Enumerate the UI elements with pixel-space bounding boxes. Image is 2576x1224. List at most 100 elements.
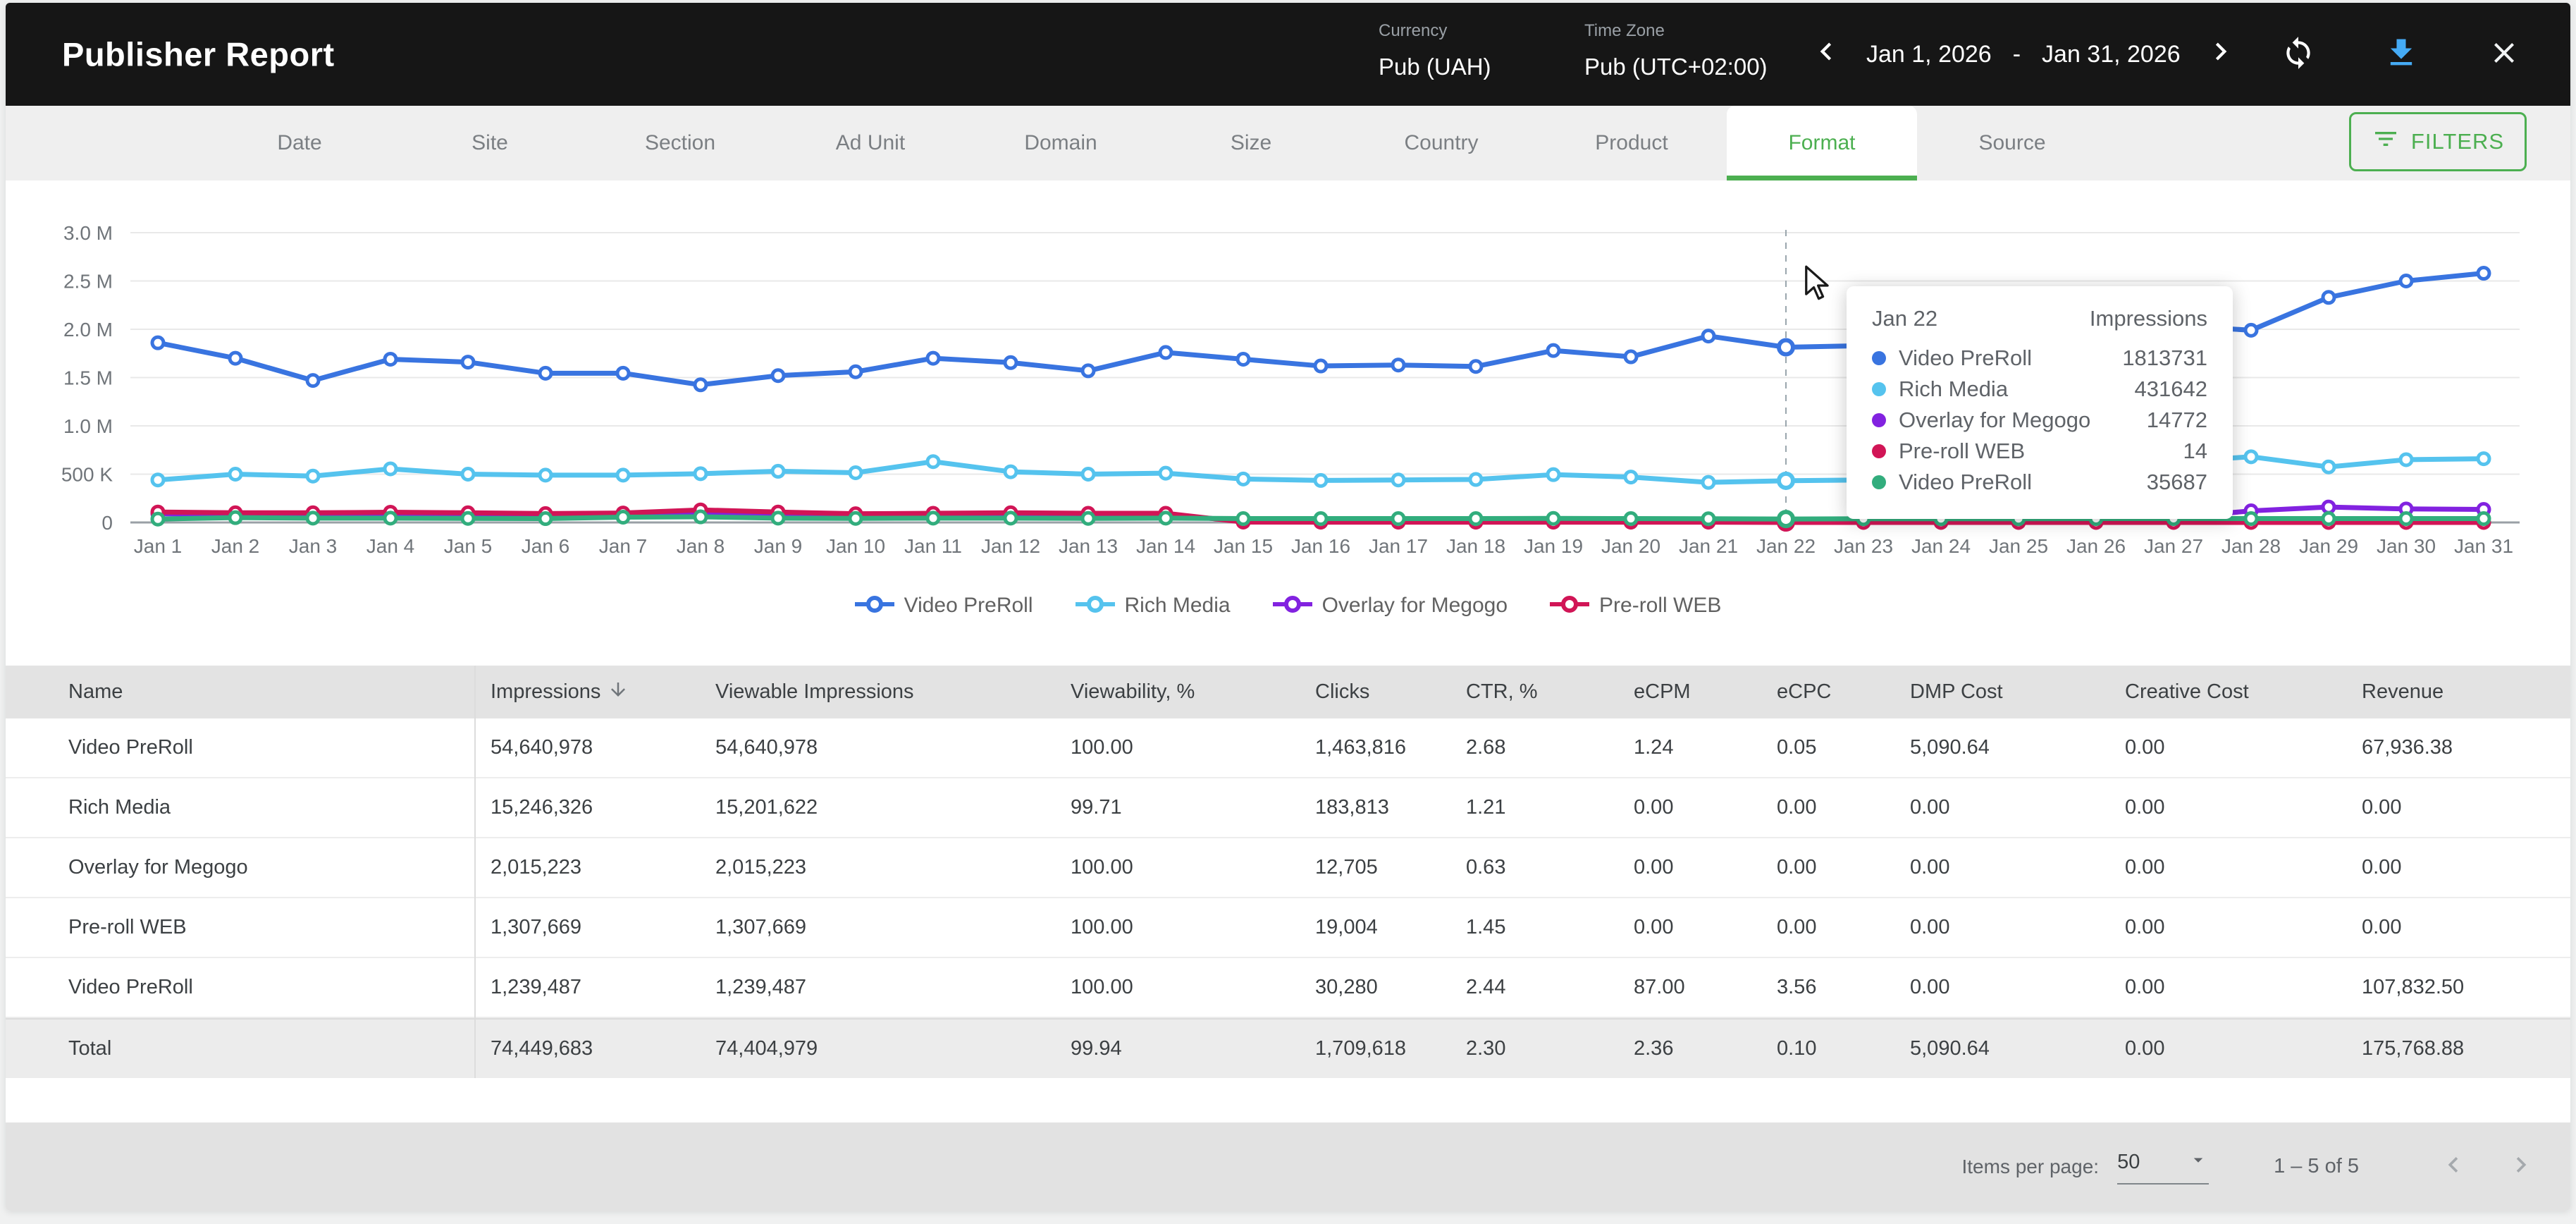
sort-descending-icon	[608, 679, 629, 706]
download-icon	[2383, 35, 2420, 75]
cell-ecpc: 0.00	[1777, 796, 1817, 819]
column-header-viewability-[interactable]: Viewability, %	[1071, 680, 1315, 704]
refresh-icon	[2281, 35, 2316, 74]
total-cell-ctr-: 2.30	[1466, 1037, 1506, 1060]
tab-date[interactable]: Date	[277, 131, 322, 154]
tab-list: Date Site Section Ad Unit Domain Size Country P…	[204, 106, 2107, 180]
tooltip-series-label: Video PreRoll	[1899, 345, 2032, 370]
chevron-left-icon	[1808, 34, 1844, 75]
total-cell-viewability-: 99.94	[1071, 1037, 1122, 1060]
tab-site[interactable]: Site	[472, 131, 508, 154]
timezone-label: Time Zone	[1584, 21, 1665, 40]
cell-viewability-: 100.00	[1071, 856, 1133, 879]
cell-viewable-impressions: 15,201,622	[715, 796, 818, 819]
tab-ad-unit[interactable]: Ad Unit	[835, 131, 906, 154]
svg-text:Jan 4: Jan 4	[366, 535, 415, 557]
legend-label: Pre-roll WEB	[1599, 594, 1722, 617]
column-header-revenue[interactable]: Revenue	[2362, 680, 2570, 704]
items-per-page-label: Items per page:	[1961, 1155, 2100, 1177]
close-icon	[2487, 36, 2521, 73]
pagination-prev-button[interactable]	[2438, 1151, 2469, 1182]
cell-viewability-: 100.00	[1071, 736, 1133, 759]
column-header-ecpm[interactable]: eCPM	[1634, 680, 1777, 704]
column-header-label: Name	[68, 680, 123, 703]
column-header-viewable-impressions[interactable]: Viewable Impressions	[715, 680, 1071, 704]
tab-domain[interactable]: Domain	[1024, 131, 1097, 154]
column-header-name[interactable]: Name	[68, 680, 491, 704]
page-title: Publisher Report	[62, 35, 335, 73]
refresh-button[interactable]	[2279, 35, 2317, 73]
tooltip-date: Jan 22	[1872, 306, 1938, 331]
column-header-ecpc[interactable]: eCPC	[1777, 680, 1910, 704]
column-header-ctr-[interactable]: CTR, %	[1466, 680, 1634, 704]
tooltip-series-label: Pre-roll WEB	[1899, 439, 2026, 463]
cell-ctr-: 2.44	[1466, 976, 1506, 998]
svg-text:Jan 17: Jan 17	[1369, 535, 1428, 557]
mouse-cursor	[1801, 265, 1834, 305]
tab-product[interactable]: Product	[1595, 131, 1668, 154]
table-footer: Items per page: 50 1 – 5 of 5	[6, 1122, 2570, 1211]
column-header-clicks[interactable]: Clicks	[1315, 680, 1466, 704]
svg-text:Jan 14: Jan 14	[1136, 535, 1195, 557]
top-bar: Publisher Report Currency Pub (UAH) Time…	[6, 3, 2570, 106]
pagination-next-button[interactable]	[2506, 1151, 2537, 1182]
filters-button-label: FILTERS	[2410, 129, 2505, 154]
series-color-dot	[1872, 413, 1886, 427]
close-button[interactable]	[2485, 35, 2523, 73]
cell-clicks: 1,463,816	[1315, 736, 1407, 759]
svg-text:Jan 22: Jan 22	[1756, 535, 1816, 557]
currency-value: Pub (UAH)	[1379, 54, 1491, 80]
svg-text:Jan 10: Jan 10	[826, 535, 885, 557]
cell-creative-cost: 0.00	[2125, 856, 2165, 879]
legend-item-rich-media[interactable]: Rich Media	[1075, 594, 1231, 618]
tab-format[interactable]: Format	[1727, 106, 1917, 180]
currency-group: Currency Pub (UAH)	[1379, 21, 1491, 80]
legend-item-pre-roll-web[interactable]: Pre-roll WEB	[1550, 594, 1721, 618]
cell-impressions: 2,015,223	[491, 856, 582, 879]
tooltip-series-value: 14772	[2146, 408, 2207, 432]
download-button[interactable]	[2382, 35, 2420, 73]
cell-ecpc: 0.05	[1777, 736, 1817, 759]
legend-item-overlay-for-megogo[interactable]: Overlay for Megogo	[1272, 594, 1508, 618]
tab-size[interactable]: Size	[1230, 131, 1272, 154]
cell-dmp-cost: 5,090.64	[1910, 736, 1990, 759]
column-header-impressions[interactable]: Impressions	[491, 679, 715, 706]
legend-item-video-preroll[interactable]: Video PreRoll	[854, 594, 1033, 618]
column-header-dmp-cost[interactable]: DMP Cost	[1910, 680, 2125, 704]
svg-text:1.5 M: 1.5 M	[63, 367, 113, 389]
cell-impressions: 1,239,487	[491, 976, 582, 998]
date-range-end[interactable]: Jan 31, 2026	[2042, 40, 2181, 68]
page-range-label: 1 – 5 of 5	[2274, 1155, 2359, 1177]
table-total-row: Total 74,449,683 74,404,979 99.94 1,709,618 2…	[6, 1018, 2570, 1078]
svg-text:Jan 30: Jan 30	[2377, 535, 2436, 557]
cell-revenue: 0.00	[2362, 916, 2402, 938]
items-per-page-select[interactable]: 50	[2117, 1149, 2210, 1185]
cell-creative-cost: 0.00	[2125, 976, 2165, 998]
svg-text:Jan 15: Jan 15	[1214, 535, 1273, 557]
svg-text:Jan 1: Jan 1	[134, 535, 183, 557]
tooltip-row: Video PreRoll 35687	[1872, 467, 2207, 498]
date-range-start[interactable]: Jan 1, 2026	[1866, 40, 1992, 68]
svg-text:Jan 19: Jan 19	[1524, 535, 1583, 557]
svg-text:Jan 31: Jan 31	[2454, 535, 2513, 557]
column-header-label: Clicks	[1315, 680, 1370, 703]
cell-name: Pre-roll WEB	[68, 916, 187, 938]
tab-section[interactable]: Section	[644, 131, 716, 154]
table-body: Video PreRoll 54,640,978 54,640,978 100.00 1…	[6, 718, 2570, 1018]
svg-text:Jan 18: Jan 18	[1446, 535, 1505, 557]
tab-source[interactable]: Source	[1978, 131, 2046, 154]
cell-impressions: 15,246,326	[491, 796, 593, 819]
table-row: Overlay for Megogo 2,015,223 2,015,223 100.…	[6, 838, 2570, 898]
previous-period-button[interactable]	[1807, 35, 1845, 73]
next-period-button[interactable]	[2202, 35, 2240, 73]
column-header-creative-cost[interactable]: Creative Cost	[2125, 680, 2362, 704]
tab-country[interactable]: Country	[1404, 131, 1479, 154]
tooltip-row: Overlay for Megogo 14772	[1872, 405, 2207, 436]
column-header-label: Creative Cost	[2125, 680, 2249, 703]
total-cell-viewable-impressions: 74,404,979	[715, 1037, 818, 1060]
filters-button[interactable]: FILTERS	[2349, 112, 2527, 171]
table-row: Video PreRoll 1,239,487 1,239,487 100.00 30,…	[6, 958, 2570, 1018]
table-header-row: Name Impressions Viewable Impressions Viewa…	[6, 666, 2570, 718]
cell-creative-cost: 0.00	[2125, 916, 2165, 938]
series-color-dot	[1872, 475, 1886, 489]
